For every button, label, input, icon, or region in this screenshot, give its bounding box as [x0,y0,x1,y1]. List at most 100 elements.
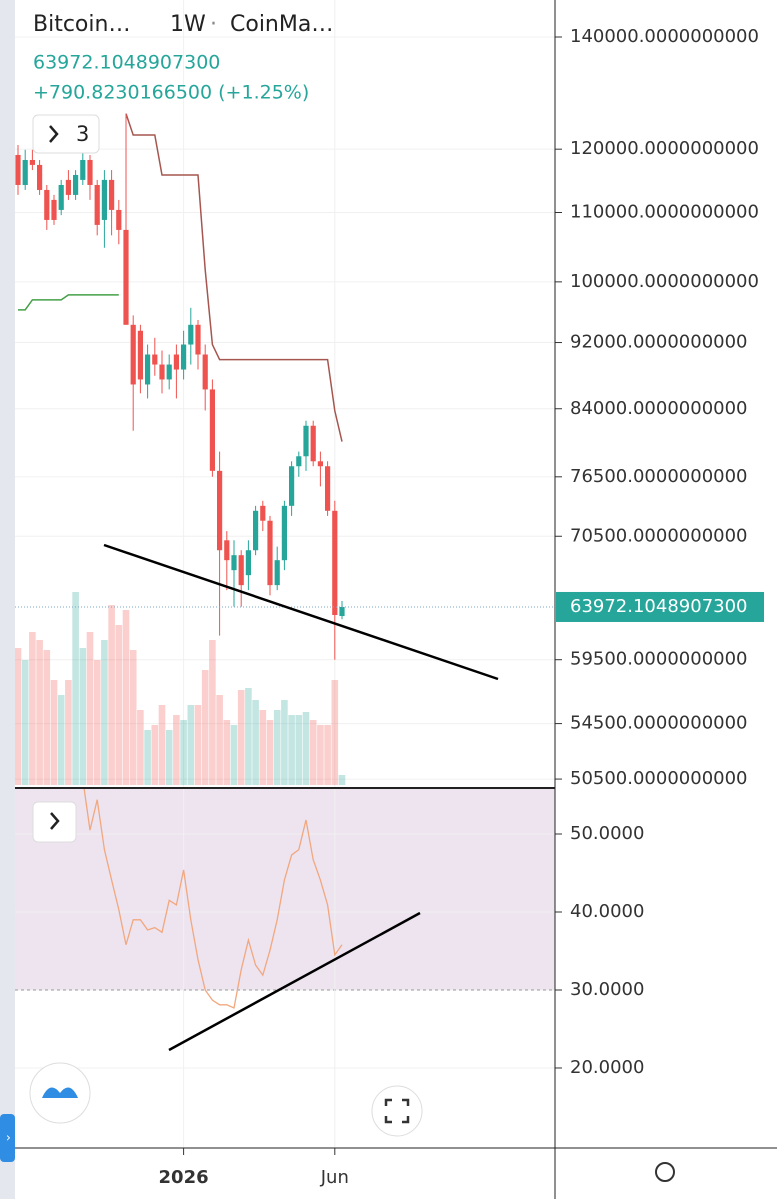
candle-body [101,179,107,220]
volume-bar [36,640,43,785]
volume-bar [209,640,216,785]
candle-body [73,174,79,195]
volume-bar [223,720,231,785]
volume-bar [324,725,331,785]
rsi-line [83,789,343,1009]
side-tab[interactable] [0,1114,15,1162]
volume-bar [57,695,65,785]
y-tick-label: 20.0000 [570,1057,644,1078]
volume-bar [72,592,79,785]
candle-body [289,466,295,506]
y-tick-label: 100000.0000000000 [570,271,759,292]
volume-bar [331,680,339,785]
volume-bar [115,625,123,785]
candle-body [22,159,28,185]
candle-body [181,344,187,370]
y-tick-label: 92000.0000000000 [570,332,748,353]
fullscreen-button[interactable] [371,1085,423,1137]
volume-bar [173,715,180,785]
volume-bar [101,640,108,785]
candle-body [274,560,280,586]
volume-bar [29,632,36,785]
candle-body [37,164,43,190]
candle-body [173,354,179,370]
y-tick-label: 40.0000 [570,901,644,922]
candle-body [116,209,122,230]
y-tick-label: 59500.0000000000 [570,649,748,670]
candle-body [281,505,287,561]
volume-bar [65,680,72,785]
volume-bar [216,695,223,785]
logo [42,1087,78,1098]
rsi-band [0,789,555,990]
x-tick-label: Jun [320,1167,349,1188]
candle-body [325,466,331,511]
candle-body [130,324,136,385]
x-tick-label: 2026 [159,1167,209,1188]
y-tick-label: 54500.0000000000 [570,713,748,734]
volume-bar [245,688,252,785]
candle-body [339,606,345,617]
candle-body [260,505,266,521]
candle-body [202,354,208,390]
candle-body [245,550,251,576]
candle-body [80,159,86,180]
volume-bar [180,720,187,785]
volume-bar [317,725,324,785]
candle-body [145,354,151,385]
side-tab-icon: › [6,1131,11,1145]
y-tick-label: 70500.0000000000 [570,525,748,546]
candle-body [195,324,201,355]
chevron [50,812,60,830]
volume-bar [50,680,58,785]
candle-body [224,540,230,561]
volume-bar [266,720,274,785]
volume-bar [302,712,310,785]
candle-body [123,229,129,325]
candle-body [303,425,309,457]
candle-body [332,510,338,616]
candle-body [109,179,115,210]
volume-bar [144,730,151,785]
fullscreen-icon [384,1098,410,1124]
y-tick-label: 76500.0000000000 [570,466,748,487]
volume-bar [288,715,295,785]
volume-bar [187,705,195,785]
settings-icon[interactable] [655,1162,675,1182]
volume-bar [93,660,101,785]
volume-bar [237,690,245,785]
volume-bar [129,650,137,785]
interval: 1W [170,12,206,37]
pane-button[interactable] [32,801,77,843]
candle-body [188,324,194,345]
volume-bar [137,710,144,785]
volume-bar [21,660,29,785]
candle-body [65,179,71,195]
volume-bar [43,650,51,785]
volume-bar [201,670,209,785]
candle-body [152,354,158,365]
trend-line [103,543,499,681]
candle-body [94,184,100,225]
candle-body [267,520,273,586]
y-tick-label: 30.0000 [570,979,644,1000]
exchange: CoinMa… [230,12,333,37]
last-price-box [556,591,764,622]
volume-bar [79,648,87,785]
indicator-line [18,294,119,311]
candle-body [317,461,323,467]
indicators-button[interactable] [32,114,100,154]
candle-body [296,456,302,467]
candle-body [238,555,244,586]
indicator-line [125,113,343,442]
volume-bar [281,700,288,785]
volume-bar [252,700,259,785]
volume-bar [151,725,159,785]
candle-body [209,389,215,471]
volume-bar [108,605,115,785]
volume-bar [86,632,94,785]
y-tick-label: 50.0000 [570,823,644,844]
symbol: Bitcoin… [33,12,130,37]
volume-bar [230,725,238,785]
candle-body [29,159,35,165]
